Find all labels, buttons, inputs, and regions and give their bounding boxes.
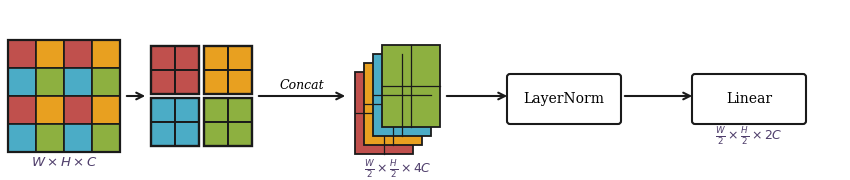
Bar [175, 70, 199, 94]
Bar [204, 46, 228, 70]
Bar [204, 122, 228, 146]
Text: LayerNorm: LayerNorm [524, 92, 604, 106]
Bar [8, 40, 120, 152]
Bar [382, 45, 440, 127]
Bar [64, 124, 92, 152]
Bar [8, 124, 36, 152]
FancyBboxPatch shape [692, 74, 806, 124]
Bar [36, 96, 64, 124]
Bar [64, 40, 92, 68]
Text: Concat: Concat [280, 79, 325, 92]
Bar [151, 46, 175, 70]
Bar [92, 40, 120, 68]
Bar [355, 72, 413, 154]
Text: $W\times H\times C$: $W\times H\times C$ [31, 156, 98, 169]
Bar [92, 96, 120, 124]
Bar [151, 98, 175, 122]
Text: $\frac{W}{2}\times\frac{H}{2}\times 4C$: $\frac{W}{2}\times\frac{H}{2}\times 4C$ [364, 158, 431, 180]
Bar [204, 98, 228, 122]
Bar [151, 122, 175, 146]
Bar [364, 63, 422, 145]
Bar [204, 46, 252, 94]
Bar [8, 68, 36, 96]
FancyBboxPatch shape [507, 74, 621, 124]
Bar [228, 122, 252, 146]
Bar [64, 68, 92, 96]
Bar [36, 124, 64, 152]
Bar [92, 68, 120, 96]
Bar [228, 46, 252, 70]
Bar [8, 40, 36, 68]
Bar [64, 96, 92, 124]
Bar [151, 46, 199, 94]
Bar [228, 98, 252, 122]
Bar [92, 124, 120, 152]
Bar [175, 98, 199, 122]
Bar [151, 98, 199, 146]
Bar [36, 40, 64, 68]
Bar [204, 98, 252, 146]
Bar [8, 96, 36, 124]
Text: Linear: Linear [726, 92, 772, 106]
Bar [175, 46, 199, 70]
Bar [228, 70, 252, 94]
Bar [175, 122, 199, 146]
Text: $\frac{W}{2}\times\frac{H}{2}\times 2C$: $\frac{W}{2}\times\frac{H}{2}\times 2C$ [715, 125, 783, 147]
Bar [204, 70, 228, 94]
Bar [373, 54, 431, 136]
Bar [151, 70, 175, 94]
Bar [36, 68, 64, 96]
